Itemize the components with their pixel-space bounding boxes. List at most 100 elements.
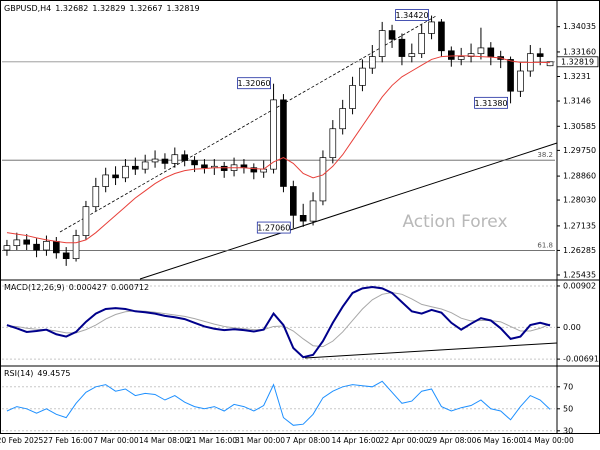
candle-body (517, 70, 524, 92)
level-label: 61.8 (537, 242, 553, 250)
candle-body (477, 47, 485, 55)
candle-body (457, 56, 465, 60)
x-tick-label: 6 May 16:00 (477, 436, 524, 445)
candle-body (299, 215, 307, 222)
candle-body (378, 30, 386, 57)
y-tick-label: 70 (563, 382, 573, 391)
y-tick-label: 30 (563, 426, 573, 435)
indicator-line (6, 380, 551, 426)
header-value: GBPUSD,H4 (4, 4, 51, 13)
x-tick-label: 14 Apr 16:00 (332, 436, 381, 445)
y-tick-label: 1.28860 (563, 172, 596, 181)
y-tick-label: 1.27135 (563, 221, 596, 230)
y-tick-label: 1.33160 (563, 47, 596, 56)
candle-body (92, 186, 100, 208)
candle-body (220, 165, 228, 171)
x-tick-label: 7 Mar 00:00 (93, 436, 139, 445)
header-value: 1.32819 (167, 4, 200, 13)
y-tick-label: 0.00 (563, 323, 581, 332)
candle-body (507, 59, 514, 92)
candle-body (280, 99, 287, 187)
y-tick-label: 1.3231 (563, 72, 591, 81)
candle-body (309, 200, 317, 222)
candle-body (161, 158, 169, 164)
candle-body (141, 161, 149, 170)
watermark: Action Forex (402, 212, 507, 232)
y-tick-label: 1.26285 (563, 246, 596, 255)
trend-line (139, 142, 558, 280)
candle-body (388, 30, 396, 40)
header-value: 0.000427 (69, 283, 107, 292)
current-price-tag (556, 56, 599, 68)
price-annotation: 1.31380 (475, 99, 508, 108)
y-tick-label: -0.006915 (563, 355, 600, 364)
candle-body (151, 158, 159, 163)
candle-body (349, 85, 356, 109)
y-tick-label: 1.25435 (563, 270, 596, 279)
price-annotation-box (237, 77, 271, 90)
price-annotation: 1.32060 (238, 79, 271, 88)
candle-body (398, 38, 406, 57)
candle-body (369, 56, 376, 69)
x-tick-label: 7 Apr 08:00 (286, 436, 330, 445)
candle-body (408, 53, 416, 57)
candle-body (319, 157, 327, 202)
candle-body (359, 67, 366, 86)
candle-body (339, 108, 347, 130)
candle-body (467, 53, 475, 57)
price-annotation-box (256, 221, 291, 234)
candle-body (418, 33, 426, 55)
x-tick-label: 22 Apr 00:00 (380, 436, 429, 445)
y-tick-label: 1.34035 (563, 22, 596, 31)
candle-body (181, 154, 189, 161)
indicator-line (6, 291, 551, 348)
candle-body (112, 174, 119, 179)
y-tick-label: 1.28030 (563, 196, 596, 205)
panel-header: RSI(14) 49.4575 (4, 369, 71, 378)
candle-body (546, 61, 554, 67)
candle-body (270, 99, 277, 170)
trend-line-dashed (59, 15, 437, 233)
candle-body (52, 240, 60, 254)
indicator-line (6, 285, 551, 359)
candle-body (3, 245, 11, 251)
candle-body (132, 165, 139, 170)
candle-body (13, 239, 21, 247)
candle-body (43, 240, 50, 251)
candle-body (290, 186, 297, 216)
header-value: 1.32682 (55, 4, 88, 13)
divergence-line (304, 342, 558, 359)
price-annotation-box (474, 96, 508, 109)
candle-body (171, 154, 179, 164)
candle-body (536, 53, 544, 57)
y-tick-label: 1.30585 (563, 122, 596, 131)
y-tick-label: 1.29750 (563, 146, 596, 155)
panel-header: MACD(12,26,9) 0.000427 0.000712 (4, 283, 149, 292)
header-value: 1.32667 (129, 4, 162, 13)
x-tick-label: 20 Feb 2025 (0, 436, 44, 445)
header-value: 1.32829 (92, 4, 125, 13)
x-tick-label: 31 Mar 00:00 (235, 436, 285, 445)
price-annotation-box (395, 9, 429, 21)
current-price: 1.32819 (561, 57, 594, 66)
panel-header: GBPUSD,H4 1.32682 1.32829 1.32667 1.32819 (4, 4, 200, 13)
moving-average (6, 55, 551, 244)
candle-body (191, 160, 198, 166)
candle-body (33, 243, 40, 251)
x-tick-label: 21 Mar 16:00 (187, 436, 237, 445)
level-label: 38.2 (537, 151, 553, 159)
price-annotation: 1.34420 (396, 11, 429, 20)
candle-body (201, 164, 208, 169)
y-tick-label: 50 (563, 404, 573, 413)
y-tick-label: 0.00902 (563, 281, 596, 290)
candle-body (122, 165, 129, 179)
price-annotation: 1.27060 (257, 224, 290, 233)
candle-body (102, 174, 109, 187)
x-tick-label: 29 Apr 08:00 (428, 436, 477, 445)
x-tick-label: 14 May 00:00 (522, 436, 574, 445)
candle-body (23, 239, 31, 245)
candle-body (448, 50, 455, 60)
candle-body (487, 47, 495, 57)
x-tick-label: 14 Mar 08:00 (139, 436, 189, 445)
